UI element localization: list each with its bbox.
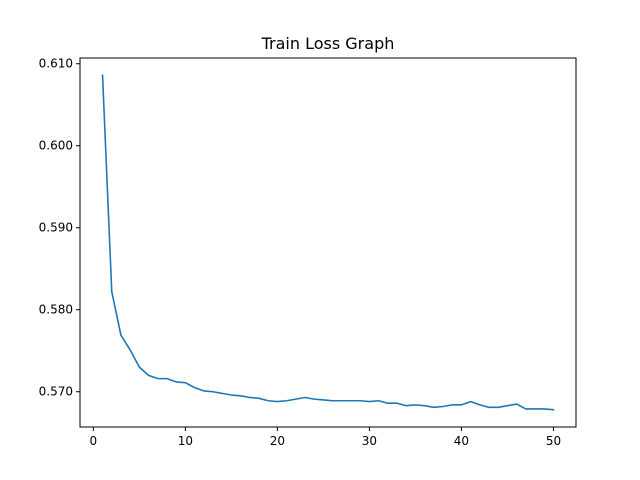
plot-area [101,74,555,411]
x-tick-label: 10 [178,434,193,448]
plot-frame [79,57,577,428]
y-tick-label: 0.590 [39,221,73,235]
x-tick-label: 50 [546,434,561,448]
x-tick-label: 40 [454,434,469,448]
chart-title: Train Loss Graph [261,34,395,53]
y-tick-label: 0.610 [39,57,73,71]
y-tick-label: 0.600 [39,139,73,153]
x-tick-label: 0 [90,434,98,448]
x-tick-label: 30 [362,434,377,448]
y-axis: 0.570 0.580 0.590 0.600 0.610 [39,57,80,399]
loss-series-line [101,74,555,411]
x-tick-label: 20 [270,434,285,448]
y-tick-label: 0.580 [39,303,73,317]
y-tick-label: 0.570 [39,385,73,399]
x-axis: 0 10 20 30 40 50 [90,427,561,448]
